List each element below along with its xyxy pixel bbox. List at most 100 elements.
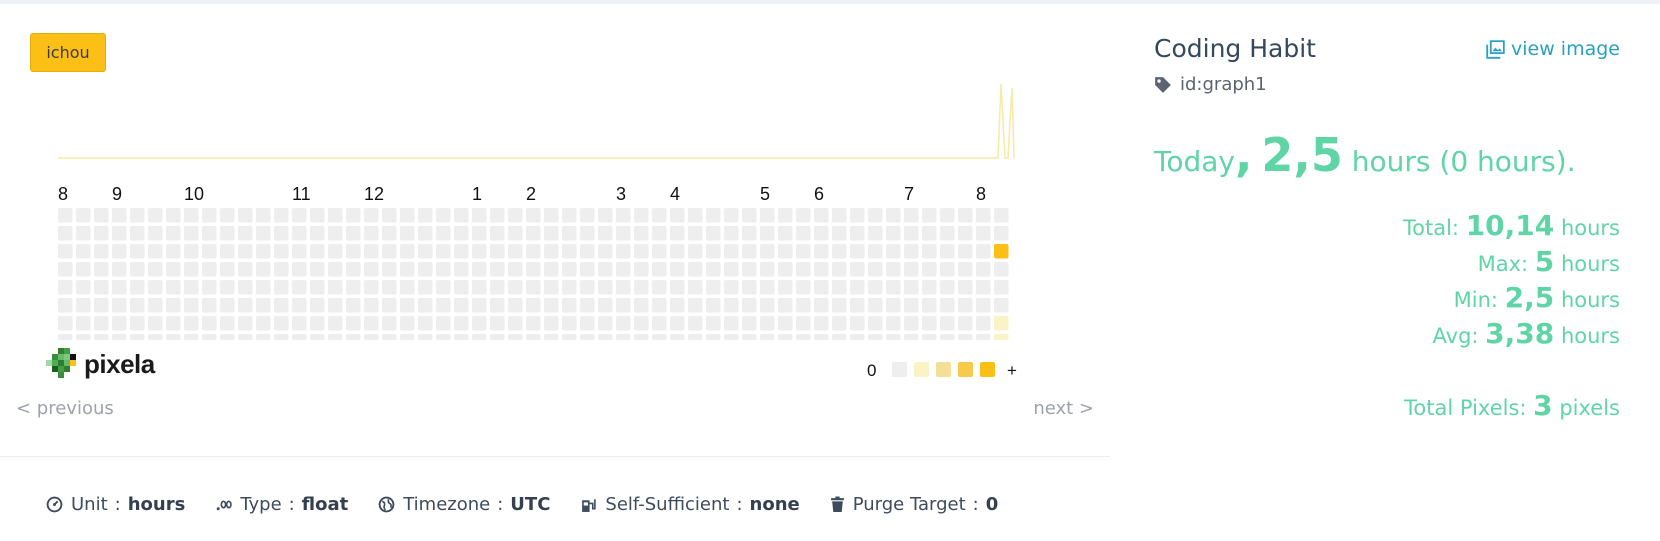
pixel-cell[interactable]	[976, 226, 991, 241]
pixel-cell[interactable]	[112, 262, 127, 277]
pixel-cell[interactable]	[724, 298, 739, 313]
pixel-cell[interactable]	[670, 226, 685, 241]
pixel-cell[interactable]	[94, 316, 109, 331]
pixel-cell[interactable]	[76, 208, 91, 223]
pixel-cell[interactable]	[958, 208, 973, 223]
pixel-cell[interactable]	[742, 316, 757, 331]
pixel-cell[interactable]	[742, 208, 757, 223]
pixel-cell[interactable]	[490, 334, 505, 340]
pixel-cell[interactable]	[364, 316, 379, 331]
pixel-cell[interactable]	[724, 316, 739, 331]
pixel-cell[interactable]	[616, 334, 631, 340]
pixel-cell[interactable]	[598, 262, 613, 277]
pixel-cell[interactable]	[634, 244, 649, 259]
pixel-cell[interactable]	[706, 316, 721, 331]
pixel-cell[interactable]	[868, 244, 883, 259]
pixel-cell[interactable]	[58, 226, 73, 241]
pixel-cell[interactable]	[742, 262, 757, 277]
pixel-cell[interactable]	[616, 226, 631, 241]
pixel-cell[interactable]	[994, 208, 1009, 223]
pixel-cell[interactable]	[184, 280, 199, 295]
pixel-cell[interactable]	[400, 262, 415, 277]
pixel-cell[interactable]	[328, 262, 343, 277]
pixel-cell[interactable]	[454, 262, 469, 277]
pixel-cell[interactable]	[598, 298, 613, 313]
pixel-cell[interactable]	[778, 334, 793, 340]
pixel-cell[interactable]	[940, 298, 955, 313]
pixel-cell[interactable]	[490, 244, 505, 259]
pixel-cell[interactable]	[130, 316, 145, 331]
pixel-cell[interactable]	[346, 262, 361, 277]
pixel-cell[interactable]	[886, 298, 901, 313]
pixel-cell[interactable]	[382, 280, 397, 295]
pixel-cell[interactable]	[58, 334, 73, 340]
pixel-cell[interactable]	[526, 334, 541, 340]
pixel-cell[interactable]	[760, 244, 775, 259]
pixel-cell[interactable]	[868, 226, 883, 241]
pixel-cell[interactable]	[904, 316, 919, 331]
pixel-cell[interactable]	[256, 208, 271, 223]
pixel-cell[interactable]	[976, 244, 991, 259]
pixel-cell[interactable]	[778, 244, 793, 259]
pixel-cell[interactable]	[904, 334, 919, 340]
pixel-cell[interactable]	[652, 280, 667, 295]
pixel-cell[interactable]	[256, 298, 271, 313]
pixel-cell[interactable]	[940, 334, 955, 340]
pixel-cell[interactable]	[832, 298, 847, 313]
pixel-cell[interactable]	[922, 208, 937, 223]
pixel-cell[interactable]	[670, 298, 685, 313]
pixel-cell[interactable]	[274, 226, 289, 241]
pixel-cell[interactable]	[976, 280, 991, 295]
pixel-cell[interactable]	[166, 262, 181, 277]
pixel-cell[interactable]	[832, 262, 847, 277]
pixel-cell[interactable]	[580, 208, 595, 223]
pixel-cell[interactable]	[922, 262, 937, 277]
pixel-cell[interactable]	[778, 226, 793, 241]
pixel-cell[interactable]	[346, 226, 361, 241]
pixel-cell[interactable]	[958, 316, 973, 331]
pixel-cell[interactable]	[238, 334, 253, 340]
pixel-cell[interactable]	[886, 334, 901, 340]
pixel-cell[interactable]	[472, 334, 487, 340]
pixel-cell[interactable]	[310, 298, 325, 313]
pixel-cell[interactable]	[670, 208, 685, 223]
pixel-cell[interactable]	[94, 280, 109, 295]
pixel-cell[interactable]	[472, 280, 487, 295]
pixel-cell[interactable]	[400, 244, 415, 259]
pixel-cell[interactable]	[130, 226, 145, 241]
pixel-cell[interactable]	[670, 262, 685, 277]
pixel-cell[interactable]	[202, 298, 217, 313]
pixel-cell[interactable]	[760, 316, 775, 331]
pixel-cell[interactable]	[508, 316, 523, 331]
pixel-cell[interactable]	[688, 226, 703, 241]
pixel-cell[interactable]	[922, 244, 937, 259]
pixel-cell[interactable]	[742, 226, 757, 241]
pixel-cell[interactable]	[526, 262, 541, 277]
pixel-cell[interactable]	[382, 262, 397, 277]
pixel-cell[interactable]	[166, 244, 181, 259]
pixel-cell[interactable]	[454, 334, 469, 340]
pixel-cell[interactable]	[760, 280, 775, 295]
pixel-cell[interactable]	[508, 244, 523, 259]
pixel-cell[interactable]	[130, 334, 145, 340]
pixel-cell-filled[interactable]	[994, 334, 1009, 340]
pixel-cell[interactable]	[184, 262, 199, 277]
pixel-cell[interactable]	[850, 262, 865, 277]
pixel-cell[interactable]	[166, 280, 181, 295]
pixel-cell[interactable]	[850, 244, 865, 259]
pixel-cell[interactable]	[382, 226, 397, 241]
pixel-cell[interactable]	[400, 226, 415, 241]
pixel-cell[interactable]	[364, 262, 379, 277]
pixel-cell[interactable]	[418, 334, 433, 340]
pixel-cell[interactable]	[814, 298, 829, 313]
pixel-cell[interactable]	[418, 316, 433, 331]
pixel-cell[interactable]	[166, 334, 181, 340]
pixel-cell[interactable]	[184, 226, 199, 241]
pixel-cell[interactable]	[616, 316, 631, 331]
pixel-cell[interactable]	[850, 208, 865, 223]
pixel-cell[interactable]	[490, 262, 505, 277]
pixel-cell[interactable]	[742, 334, 757, 340]
pixel-cell[interactable]	[526, 226, 541, 241]
pixel-cell[interactable]	[238, 298, 253, 313]
pixel-cell[interactable]	[634, 316, 649, 331]
